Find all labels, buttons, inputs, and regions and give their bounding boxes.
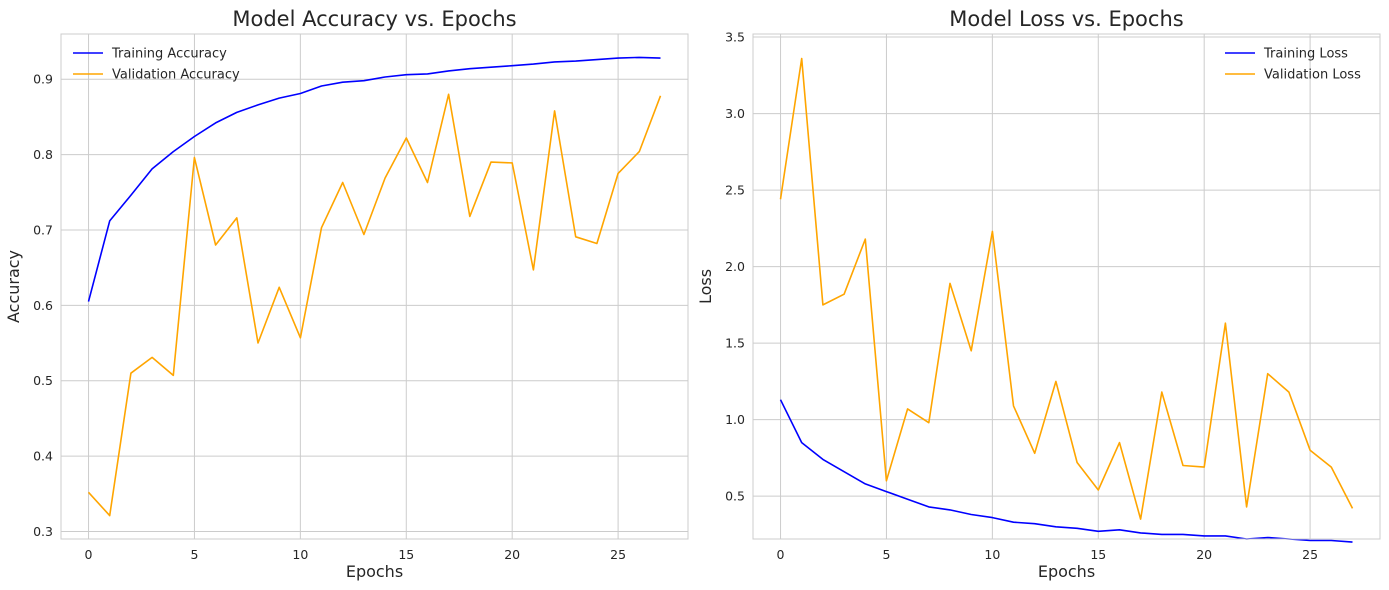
loss-x-tick-label: 20 bbox=[1196, 547, 1212, 562]
accuracy-x-tick-label: 25 bbox=[610, 547, 626, 562]
loss-series-line-validation bbox=[779, 57, 1354, 520]
accuracy-x-tick-label: 20 bbox=[504, 547, 520, 562]
loss-legend: Training Loss Validation Loss bbox=[1225, 47, 1361, 83]
accuracy-y-tick-label: 0.8 bbox=[33, 147, 53, 162]
loss-legend-label: Training Loss bbox=[1263, 47, 1348, 62]
accuracy-y-tick-label: 0.4 bbox=[33, 449, 53, 464]
accuracy-chart-title: Model Accuracy vs. Epochs bbox=[232, 7, 516, 31]
accuracy-y-tick-label: 0.5 bbox=[33, 373, 53, 388]
accuracy-legend-label: Training Accuracy bbox=[111, 47, 227, 62]
accuracy-chart: 0 5 10 15 20 25 0.3 0.4 0.5 0.6 0.7 0.8 0.9 Model Ac… bbox=[4, 7, 689, 581]
loss-x-tick-label: 25 bbox=[1302, 547, 1318, 562]
loss-legend-label: Validation Loss bbox=[1264, 68, 1361, 83]
accuracy-x-tick-label: 5 bbox=[190, 547, 198, 562]
accuracy-x-tick-label: 10 bbox=[292, 547, 308, 562]
loss-y-tick-label: 1.5 bbox=[725, 336, 745, 351]
accuracy-y-tick-label: 0.7 bbox=[33, 222, 53, 237]
accuracy-plot-frame bbox=[60, 33, 689, 540]
loss-y-axis-label: Loss bbox=[696, 269, 715, 304]
accuracy-legend: Training Accuracy Validation Accuracy bbox=[73, 47, 240, 83]
accuracy-y-tick-label: 0.3 bbox=[33, 524, 53, 539]
loss-series-line-training bbox=[779, 399, 1353, 543]
accuracy-legend-label: Validation Accuracy bbox=[112, 68, 240, 83]
loss-x-tick-label: 5 bbox=[882, 547, 890, 562]
loss-y-tick-label: 3.0 bbox=[725, 106, 745, 121]
loss-x-tick-label: 0 bbox=[777, 547, 785, 562]
loss-y-tick-label: 0.5 bbox=[725, 489, 745, 504]
loss-chart-title: Model Loss vs. Epochs bbox=[949, 7, 1183, 31]
loss-plot-frame bbox=[752, 33, 1381, 540]
accuracy-x-tick-label: 0 bbox=[85, 547, 93, 562]
loss-x-tick-label: 15 bbox=[1090, 547, 1106, 562]
accuracy-series-line-validation bbox=[87, 93, 662, 517]
accuracy-y-axis-label: Accuracy bbox=[4, 250, 23, 323]
loss-y-tick-label: 2.0 bbox=[725, 259, 745, 274]
accuracy-series-line-training bbox=[87, 56, 661, 302]
loss-y-tick-label: 2.5 bbox=[725, 183, 745, 198]
loss-y-tick-label: 3.5 bbox=[725, 30, 745, 45]
accuracy-y-tick-label: 0.9 bbox=[33, 72, 53, 87]
loss-x-tick-label: 10 bbox=[984, 547, 1000, 562]
loss-chart: 0 5 10 15 20 25 0.5 1.0 1.5 2.0 2.5 3.0 3.5 Model Lo… bbox=[696, 7, 1381, 581]
loss-x-axis-label: Epochs bbox=[1038, 562, 1095, 581]
accuracy-y-tick-label: 0.6 bbox=[33, 298, 53, 313]
loss-y-tick-label: 1.0 bbox=[725, 412, 745, 427]
accuracy-x-axis-label: Epochs bbox=[346, 562, 403, 581]
accuracy-x-tick-label: 15 bbox=[398, 547, 414, 562]
